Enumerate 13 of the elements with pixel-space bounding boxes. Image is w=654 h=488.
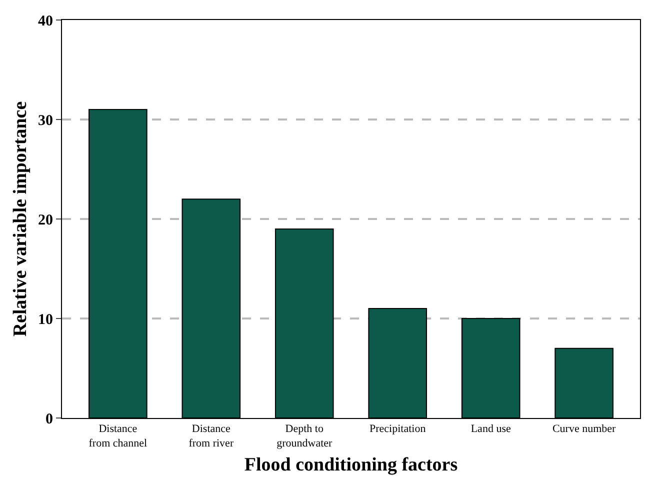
x-tick-label: Distance from river [188, 423, 234, 450]
x-axis-title: Flood conditioning factors [244, 454, 458, 476]
x-tick-label: Land use [470, 423, 511, 436]
y-tick-label: 30 [38, 112, 53, 129]
y-tick-label: 20 [38, 212, 53, 228]
y-tick-label: 0 [46, 411, 53, 428]
x-tick-label: Precipitation [370, 423, 426, 436]
y-axis-title: Relative variable importance [10, 101, 31, 337]
x-tick-label: Curve number [552, 423, 616, 436]
y-tick-label: 40 [38, 13, 53, 30]
y-tick-label: 10 [38, 312, 53, 328]
x-tick-label: Distance from channel [88, 423, 148, 450]
x-tick-label: Depth to groundwater [276, 423, 333, 450]
